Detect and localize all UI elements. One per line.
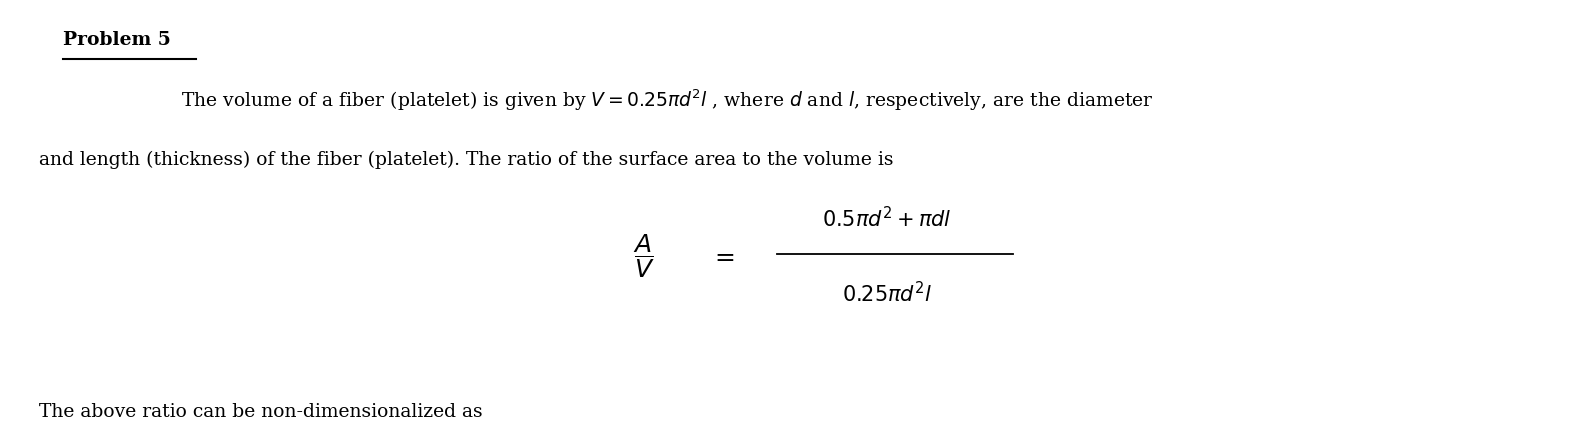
Text: $0.25\pi d^{2}l$: $0.25\pi d^{2}l$ bbox=[842, 281, 933, 306]
Text: Problem 5: Problem 5 bbox=[63, 31, 171, 49]
Text: $0.5\pi d^{2} + \pi dl$: $0.5\pi d^{2} + \pi dl$ bbox=[823, 206, 951, 232]
Text: The above ratio can be non-dimensionalized as: The above ratio can be non-dimensionaliz… bbox=[39, 403, 484, 421]
Text: and length (thickness) of the fiber (platelet). The ratio of the surface area to: and length (thickness) of the fiber (pla… bbox=[39, 151, 893, 170]
Text: The volume of a fiber (platelet) is given by $V = 0.25\pi d^{2}l$ , where $d$ an: The volume of a fiber (platelet) is give… bbox=[181, 88, 1154, 113]
Text: $=$: $=$ bbox=[710, 245, 735, 268]
Text: $\dfrac{A}{V}$: $\dfrac{A}{V}$ bbox=[633, 232, 655, 280]
